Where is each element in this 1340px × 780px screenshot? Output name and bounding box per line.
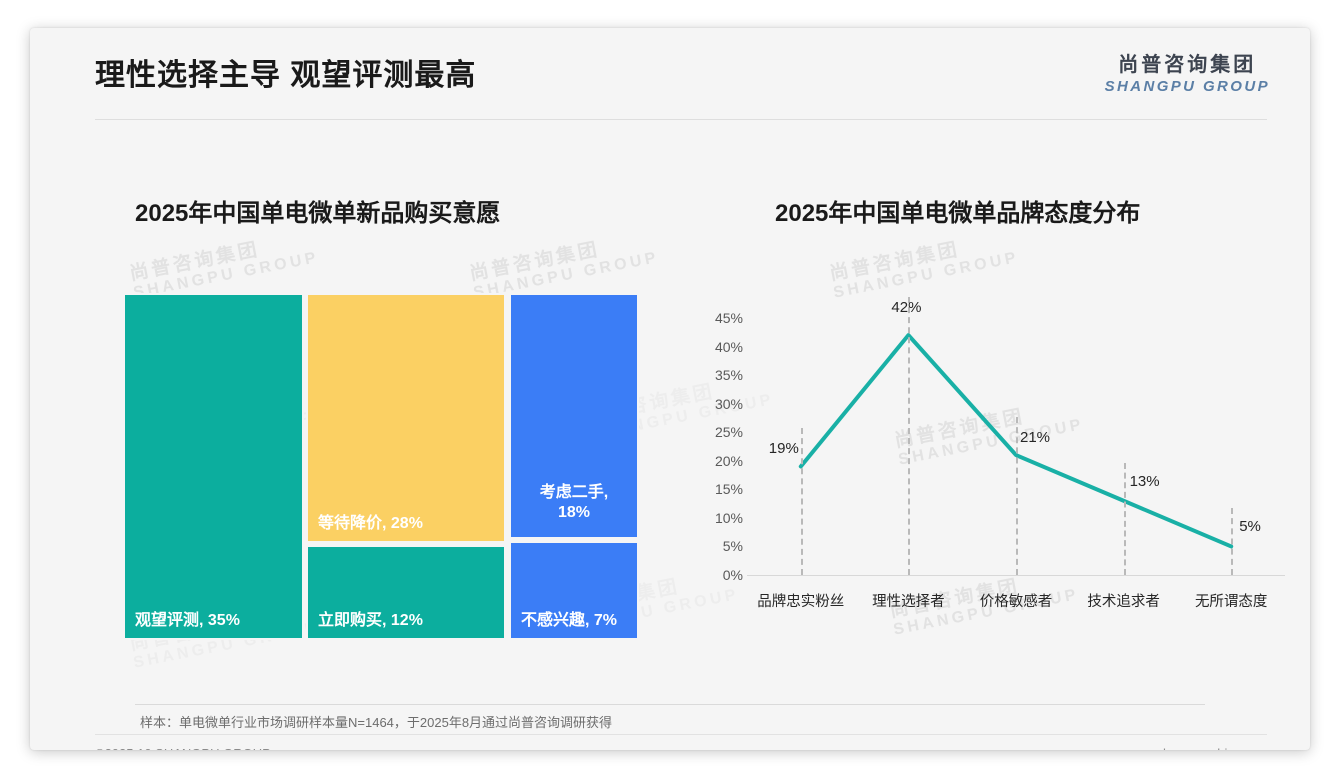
treemap-tile[interactable]: 观望评测, 35% [123, 293, 304, 640]
data-point-drop-line [1016, 417, 1018, 575]
slide-header: 理性选择主导 观望评测最高 尚普咨询集团 SHANGPU GROUP [30, 28, 1310, 120]
brand-logo: 尚普咨询集团 SHANGPU GROUP [1105, 55, 1270, 94]
treemap-tile-label: 不感兴趣, 7% [521, 612, 618, 629]
y-axis-tick-label: 15% [714, 481, 743, 498]
y-axis-tick-label: 20% [714, 452, 743, 469]
y-axis-tick-label: 25% [714, 424, 743, 441]
brand-attitude-line-chart: 45% 40% 35% 30% 25% 20% 15% 10% 5% 0% 19% 42% 21% 13… [685, 290, 1285, 620]
data-point-label: 13% [1129, 472, 1160, 490]
data-point-drop-line [908, 297, 911, 575]
y-axis-tick-label: 40% [714, 338, 743, 355]
data-point-label: 21% [1020, 429, 1051, 447]
treemap-tile-label: 立即购买, 12% [318, 612, 423, 629]
logo-chinese-text: 尚普咨询集团 [1118, 54, 1257, 76]
data-point-drop-line [800, 428, 803, 575]
x-axis-line [747, 575, 1285, 576]
sample-footnote: 样本：单电微单行业市场调研样本量N=1464，于2025年8月通过尚普咨询调研获… [140, 715, 613, 730]
y-axis-tick-label: 0% [722, 567, 743, 583]
treemap-tile[interactable]: 等待降价, 28% [306, 293, 506, 543]
right-chart-title: 2025年中国单电微单品牌态度分布 [775, 200, 1141, 227]
treemap-tile-label: 观望评测, 35% [135, 612, 240, 629]
copyright-text: ©2025.10 SHANGPU GROUP [95, 746, 271, 750]
y-axis-tick-label: 10% [714, 509, 743, 526]
plot-area: 19% 42% 21% 13% 5% 品牌忠实粉丝 理性选择者 价格敏感者 技术追求者 无所谓态度 [747, 290, 1285, 620]
page-title: 理性选择主导 观望评测最高 [95, 59, 477, 92]
footnote-divider [135, 704, 1205, 705]
logo-english-text: SHANGPU GROUP [1104, 78, 1270, 95]
treemap-tile[interactable]: 考虑二手, 18% [509, 293, 639, 539]
y-axis-tick-label: 45% [714, 310, 743, 326]
data-point-drop-line [1231, 508, 1234, 575]
y-axis-tick-label: 35% [714, 367, 743, 384]
header-divider [95, 119, 1267, 120]
data-point-drop-line [1123, 462, 1126, 575]
y-axis-tick-label: 5% [722, 538, 743, 555]
treemap-tile-label: 等待降价, 28% [318, 515, 423, 532]
footer-divider [95, 734, 1267, 735]
treemap-tile[interactable]: 不感兴趣, 7% [509, 541, 639, 640]
x-axis-category-label: 理性选择者 [872, 594, 945, 610]
slide-canvas: 理性选择主导 观望评测最高 尚普咨询集团 SHANGPU GROUP 尚普咨询集… [30, 28, 1310, 750]
data-point-label: 42% [891, 299, 922, 317]
watermark-cn: 尚普咨询集团 [827, 239, 962, 285]
watermark: 尚普咨询集团 SHANGPU GROUP [468, 228, 661, 302]
watermark-cn: 尚普咨询集团 [127, 239, 262, 285]
x-axis-category-label: 价格敏感者 [979, 594, 1053, 610]
x-axis-category-label: 品牌忠实粉丝 [757, 594, 845, 610]
data-point-label: 5% [1239, 518, 1261, 536]
slide-footer: ©2025.10 SHANGPU GROUP www.shangpu-china… [30, 734, 1310, 750]
treemap-tile-label: 考虑二手, 18% [539, 484, 609, 521]
purchase-intent-treemap: 观望评测, 35% 等待降价, 28% 立即购买, 12% 考虑二手, 18% 不感兴趣,… [123, 293, 639, 640]
y-axis-tick-label: 30% [714, 395, 743, 412]
y-axis: 45% 40% 35% 30% 25% 20% 15% 10% 5% 0% [685, 290, 743, 620]
x-axis-category-label: 无所谓态度 [1194, 594, 1268, 610]
left-chart-title: 2025年中国单电微单新品购买意愿 [135, 200, 501, 227]
treemap-tile[interactable]: 立即购买, 12% [306, 545, 506, 640]
watermark: 尚普咨询集团 SHANGPU GROUP [128, 228, 321, 302]
watermark-cn: 尚普咨询集团 [467, 239, 602, 285]
x-axis-category-label: 技术追求者 [1087, 594, 1160, 610]
data-point-label: 19% [768, 440, 799, 458]
website-link[interactable]: www.shangpu-china.com [1125, 746, 1270, 750]
